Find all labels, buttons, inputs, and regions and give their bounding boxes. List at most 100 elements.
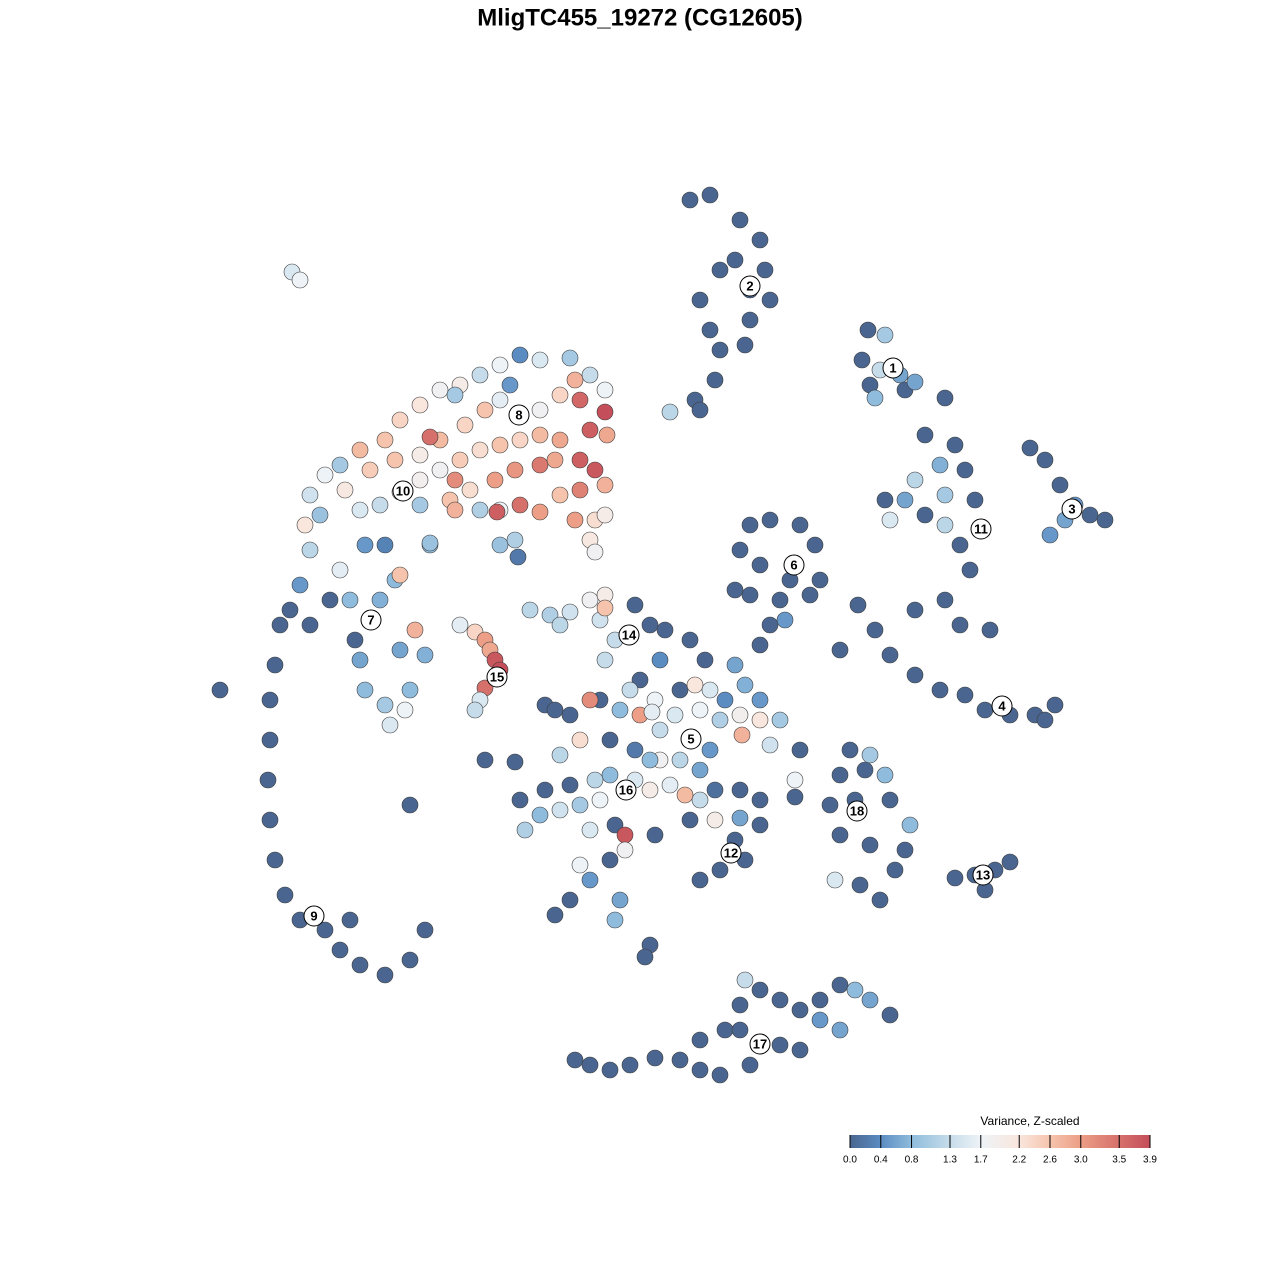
point [551,431,569,449]
cluster-label: 4 [998,698,1006,713]
point [401,796,419,814]
point [841,741,859,759]
colorbar-tick-label: 0.8 [905,1155,919,1166]
point [341,911,359,929]
colorbar-tick-label: 2.2 [1012,1155,1026,1166]
point [411,496,429,514]
point [601,851,619,869]
point [356,536,374,554]
point [741,516,759,534]
point [581,1056,599,1074]
cluster-badge [680,728,702,750]
cluster-badge [486,666,508,688]
point [711,341,729,359]
point [601,766,619,784]
point [641,781,659,799]
cluster-label: 9 [310,908,317,923]
point [341,591,359,609]
point [701,321,719,339]
point [581,691,599,709]
point [596,476,614,494]
point [786,771,804,789]
point [791,1001,809,1019]
point [551,616,569,634]
cluster-badge [970,518,992,540]
point [791,741,809,759]
point [571,451,589,469]
point [581,821,599,839]
point [446,501,464,519]
point [751,711,769,729]
point [586,771,604,789]
point [511,431,529,449]
point [849,596,867,614]
cluster-badge [972,864,994,886]
point [406,621,424,639]
point [571,391,589,409]
point [616,826,634,844]
point [906,471,924,489]
point [731,781,749,799]
point [751,556,769,574]
point [916,506,934,524]
point [641,751,659,769]
point [276,886,294,904]
point [951,536,969,554]
point [931,681,949,699]
cluster-label: 11 [974,521,988,536]
point [956,461,974,479]
point [661,403,679,421]
point [691,701,709,719]
point [291,576,309,594]
point [391,641,409,659]
point [471,366,489,384]
point [711,1066,729,1084]
point [791,1041,809,1059]
point [636,948,654,966]
point [726,251,744,269]
point [581,366,599,384]
point [396,701,414,719]
point [536,781,554,799]
chart-title: MligTC455_19272 (CG12605) [477,4,803,31]
point [446,386,464,404]
point [646,826,664,844]
point [506,531,524,549]
cluster-label: 15 [490,669,504,684]
point [831,1021,849,1039]
point [381,716,399,734]
point [896,841,914,859]
point [376,696,394,714]
point [1081,506,1099,524]
point [896,491,914,509]
point [411,396,429,414]
point [646,1049,664,1067]
point [701,681,719,699]
point [851,876,869,894]
point [946,869,964,887]
point [681,811,699,829]
point [736,971,754,989]
cluster-badge [303,905,325,927]
point [511,496,529,514]
cluster-label: 10 [396,483,410,498]
colorbar-tick-label: 1.7 [974,1155,988,1166]
point [696,651,714,669]
point [701,741,719,759]
point [671,681,689,699]
colorbar-tick-label: 2.6 [1043,1155,1057,1166]
cluster-label: 5 [687,731,694,746]
point [491,536,509,554]
point [861,991,879,1009]
colorbar-tick-label: 3.0 [1074,1155,1088,1166]
point [491,356,509,374]
point [876,766,894,784]
point [446,471,464,489]
point [546,906,564,924]
point [361,461,379,479]
point [386,451,404,469]
point [586,543,604,561]
point [771,1036,789,1054]
point [546,451,564,469]
point [316,466,334,484]
